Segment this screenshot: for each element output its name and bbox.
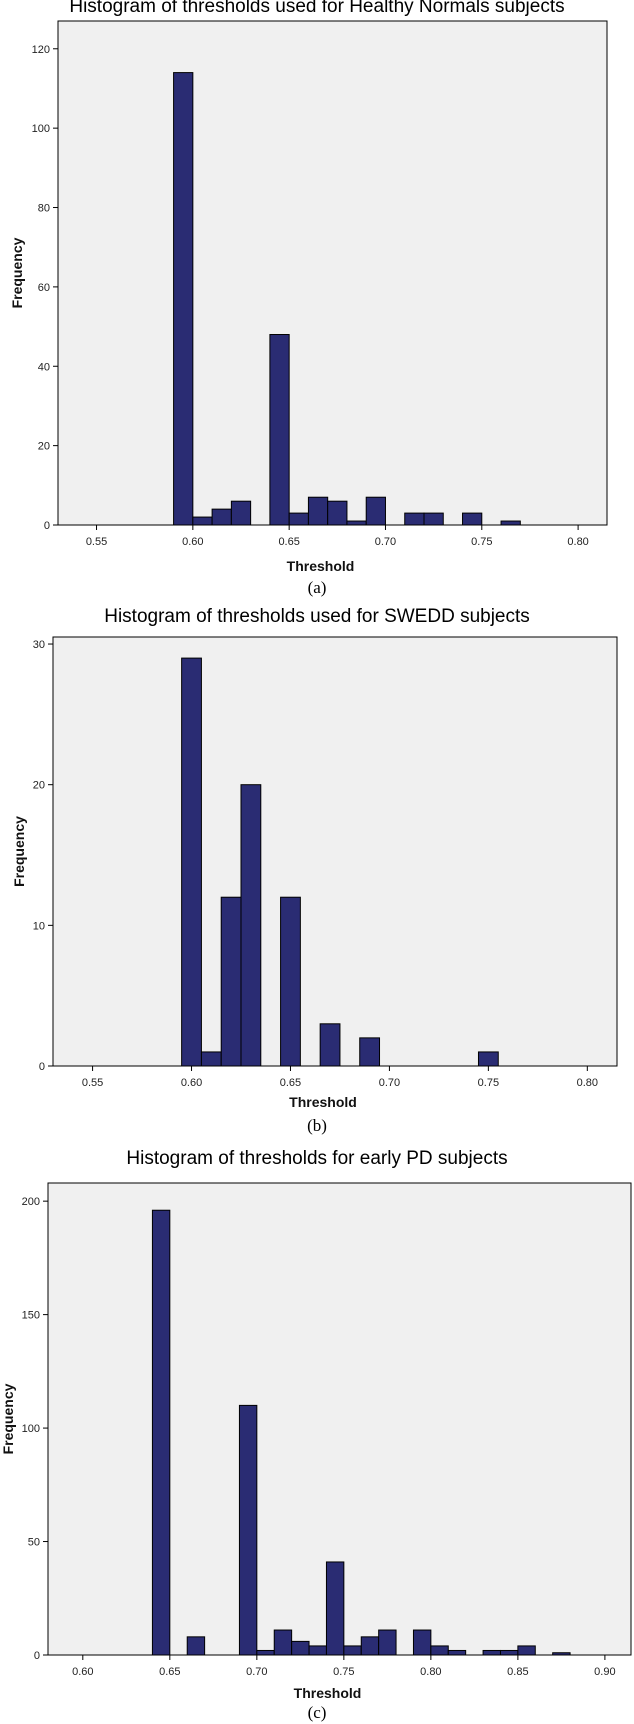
x-tick-label: 0.55	[86, 536, 107, 548]
x-tick-label: 0.65	[280, 1077, 301, 1089]
histogram-bar	[308, 1645, 327, 1656]
x-tick-label: 0.70	[246, 1666, 267, 1678]
histogram-bar	[482, 1649, 501, 1656]
histogram-bar	[412, 1629, 432, 1656]
histogram-bar	[378, 1629, 397, 1656]
x-tick-label: 0.75	[471, 536, 492, 548]
caption-a: (a)	[307, 578, 327, 597]
histogram-bar	[325, 1561, 345, 1656]
histogram-bar	[186, 1636, 206, 1656]
chart-title-c: Histogram of thresholds for early PD sub…	[126, 1148, 508, 1169]
x-tick-label: 0.75	[478, 1077, 499, 1089]
y-tick-label: 120	[32, 44, 50, 56]
y-axis-label: Frequency	[11, 816, 27, 887]
y-tick-label: 0	[44, 520, 50, 532]
y-tick-label: 20	[38, 441, 50, 453]
histogram-bar	[319, 1023, 341, 1067]
histogram-bar	[552, 1652, 571, 1656]
x-tick-label: 0.80	[577, 1077, 598, 1089]
histogram-bar	[423, 512, 444, 526]
x-axis-label: Threshold	[289, 1094, 357, 1110]
histogram-bar	[173, 72, 194, 526]
histogram-bar	[430, 1645, 449, 1656]
y-tick-label: 80	[38, 203, 50, 215]
histogram-bar	[273, 1629, 293, 1656]
y-axis-label: Frequency	[0, 1383, 16, 1454]
histogram-bar	[151, 1209, 171, 1656]
caption-c: (c)	[307, 1703, 327, 1722]
histogram-bar	[365, 496, 386, 526]
y-tick-label: 20	[33, 780, 45, 792]
x-tick-label: 0.75	[333, 1666, 354, 1678]
histogram-bar	[240, 784, 262, 1067]
histogram-bar	[462, 512, 483, 526]
x-tick-label: 0.60	[181, 1077, 202, 1089]
y-tick-label: 40	[38, 361, 50, 373]
y-tick-label: 50	[28, 1537, 40, 1549]
histogram-bar	[238, 1404, 258, 1656]
x-tick-label: 0.90	[594, 1666, 615, 1678]
chart-title-b: Histogram of thresholds used for SWEDD s…	[104, 606, 530, 627]
histogram-bar	[517, 1645, 536, 1656]
x-tick-label: 0.80	[567, 536, 588, 548]
y-tick-label: 30	[33, 639, 45, 651]
y-tick-label: 60	[38, 282, 50, 294]
x-tick-label: 0.60	[182, 536, 203, 548]
y-tick-label: 200	[22, 1196, 40, 1208]
histogram-bar	[359, 1037, 381, 1067]
histogram-bar	[269, 334, 290, 526]
x-tick-label: 0.80	[420, 1666, 441, 1678]
histogram-bar	[447, 1649, 467, 1656]
plot-area	[52, 636, 618, 1067]
plot-area	[57, 20, 608, 526]
x-axis-label: Threshold	[287, 558, 355, 574]
histogram-bar	[291, 1640, 310, 1656]
y-tick-label: 0	[39, 1061, 45, 1073]
histogram-bar	[230, 500, 252, 526]
x-tick-label: 0.85	[507, 1666, 528, 1678]
x-tick-label: 0.70	[375, 536, 396, 548]
y-tick-label: 100	[32, 123, 50, 135]
histogram-bar	[343, 1645, 362, 1656]
histogram-bar	[360, 1636, 380, 1656]
histogram-healthy-normals: 0.55 0.60 0.65 0.70 0.75 0.80 0 20 40 60 80 100 120 T…	[9, 20, 608, 574]
histogram-bar	[256, 1649, 275, 1656]
x-axis-label: Threshold	[294, 1685, 362, 1701]
histogram-bar	[499, 1649, 519, 1656]
y-axis-label: Frequency	[9, 237, 25, 308]
y-tick-label: 100	[22, 1423, 40, 1435]
x-tick-label: 0.65	[278, 536, 299, 548]
x-tick-label: 0.60	[72, 1666, 93, 1678]
y-tick-label: 10	[33, 920, 45, 932]
histogram-swedd: 0.55 0.60 0.65 0.70 0.75 0.80 0 10 20 30 Threshold…	[11, 636, 618, 1110]
x-tick-label: 0.55	[82, 1077, 103, 1089]
caption-b: (b)	[307, 1116, 327, 1135]
x-tick-label: 0.70	[379, 1077, 400, 1089]
y-tick-label: 150	[22, 1310, 40, 1322]
y-tick-label: 0	[34, 1650, 40, 1662]
x-tick-label: 0.65	[159, 1666, 180, 1678]
histogram-bar	[500, 520, 521, 526]
chart-title-a: Histogram of thresholds used for Healthy…	[69, 0, 565, 17]
histogram-bar	[327, 500, 348, 526]
